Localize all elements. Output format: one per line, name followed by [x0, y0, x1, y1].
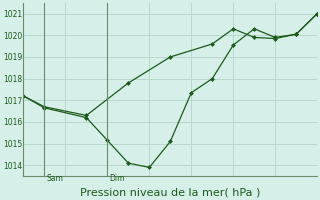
X-axis label: Pression niveau de la mer( hPa ): Pression niveau de la mer( hPa ): [80, 187, 260, 197]
Text: Dim: Dim: [109, 174, 125, 183]
Text: Sam: Sam: [46, 174, 63, 183]
